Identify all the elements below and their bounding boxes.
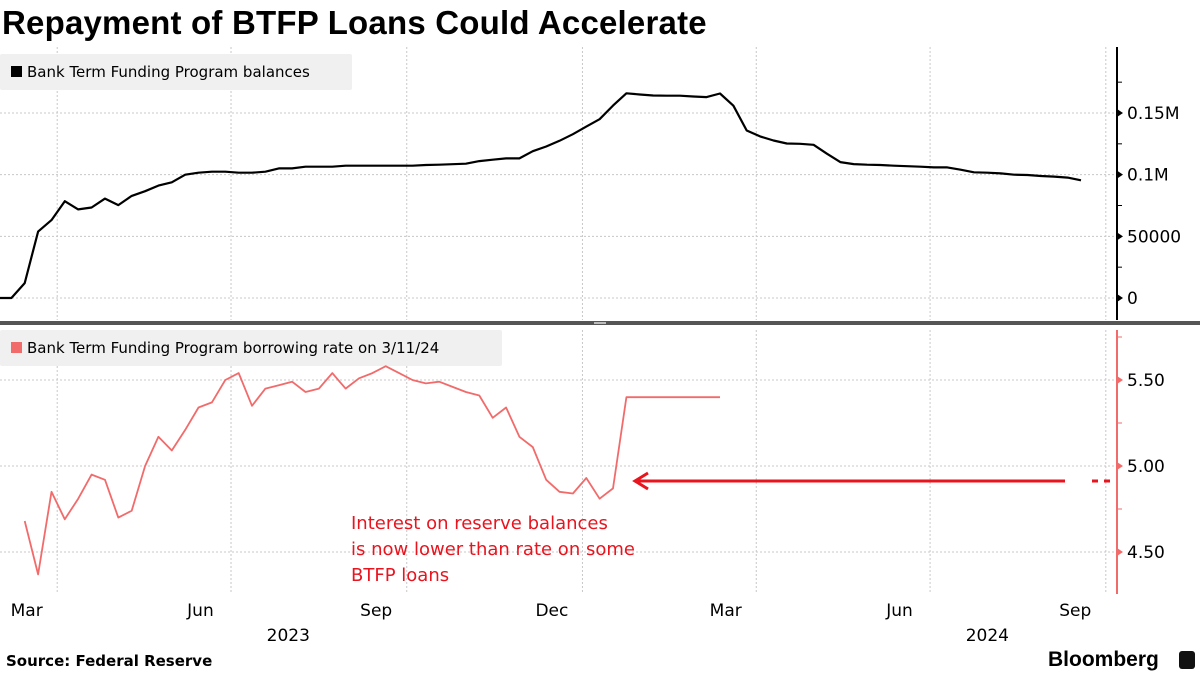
y-tick-mark [1117,170,1123,179]
x-tick-label: Dec [535,601,568,621]
y-tick-mark [1117,109,1123,117]
y-tick-mark [1117,294,1123,302]
x-tick-label: Mar [11,601,43,621]
y-tick-label: 5.00 [1127,457,1165,477]
bloomberg-logo: Bloomberg [1048,648,1159,671]
y-tick-mark [1117,232,1123,241]
annotation-line-3: BTFP loans [351,565,449,586]
y-tick-label: 4.50 [1127,543,1165,563]
source-note: Source: Federal Reserve [6,652,213,670]
chart-title: Repayment of BTFP Loans Could Accelerate [2,4,707,41]
legend-swatch-rate [11,342,22,353]
balances-line [0,92,1082,300]
y-tick-label: 5.50 [1127,371,1165,391]
annotation-line-1: Interest on reserve balances [351,513,608,534]
y-tick-label: 0.1M [1127,166,1169,186]
divider-handle-icon [594,322,606,324]
x-year-label: 2023 [267,626,310,646]
legend-balances: Bank Term Funding Program balances [0,54,352,90]
y-tick-mark [1117,548,1123,556]
legend-swatch-balances [11,66,22,77]
legend-label-balances: Bank Term Funding Program balances [27,63,310,81]
x-tick-label: Sep [360,601,392,621]
legend-rate: Bank Term Funding Program borrowing rate… [0,330,502,366]
y-tick-mark [1117,462,1123,470]
y-tick-label: 0.15M [1127,104,1180,124]
x-tick-label: Jun [186,601,214,621]
annotation: Interest on reserve balances is now lowe… [351,513,635,586]
x-tick-label: Mar [710,601,742,621]
y-tick-label: 50000 [1127,227,1181,247]
x-year-label: 2024 [966,626,1009,646]
y-tick-mark [1117,376,1123,384]
arrowhead-icon [632,471,649,491]
legend-label-rate: Bank Term Funding Program borrowing rate… [27,339,439,357]
y-tick-label: 0 [1127,289,1138,309]
x-tick-label: Sep [1059,601,1091,621]
annotation-line-2: is now lower than rate on some [351,539,635,560]
bloomberg-chart-icon [1179,651,1195,669]
x-tick-label: Jun [885,601,913,621]
reference-arrow [632,471,1114,491]
